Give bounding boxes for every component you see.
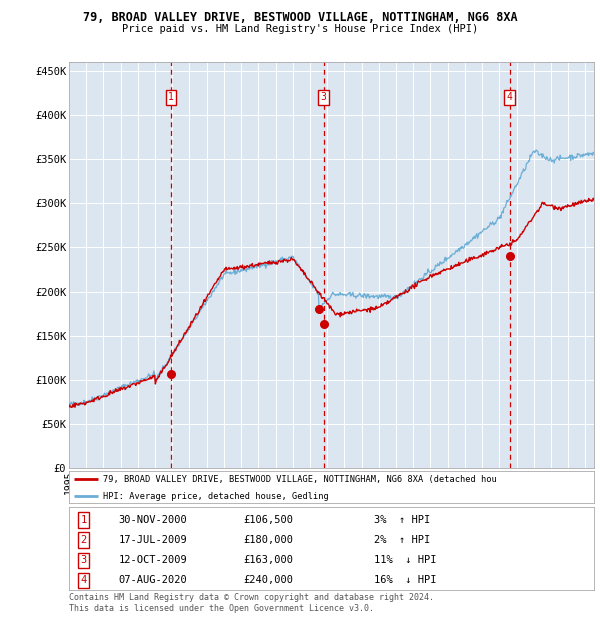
Text: 4: 4 <box>80 575 87 585</box>
Text: 2%  ↑ HPI: 2% ↑ HPI <box>373 535 430 545</box>
Text: 1: 1 <box>168 92 174 102</box>
Text: 16%  ↓ HPI: 16% ↓ HPI <box>373 575 436 585</box>
Text: Price paid vs. HM Land Registry's House Price Index (HPI): Price paid vs. HM Land Registry's House … <box>122 24 478 33</box>
Text: Contains HM Land Registry data © Crown copyright and database right 2024.: Contains HM Land Registry data © Crown c… <box>69 593 434 603</box>
Text: 4: 4 <box>507 92 512 102</box>
Text: 79, BROAD VALLEY DRIVE, BESTWOOD VILLAGE, NOTTINGHAM, NG6 8XA: 79, BROAD VALLEY DRIVE, BESTWOOD VILLAGE… <box>83 11 517 24</box>
Text: £163,000: £163,000 <box>244 555 293 565</box>
Text: 1: 1 <box>80 515 87 525</box>
Text: 30-NOV-2000: 30-NOV-2000 <box>119 515 187 525</box>
Text: 11%  ↓ HPI: 11% ↓ HPI <box>373 555 436 565</box>
Text: £240,000: £240,000 <box>244 575 293 585</box>
Text: 3%  ↑ HPI: 3% ↑ HPI <box>373 515 430 525</box>
Text: 17-JUL-2009: 17-JUL-2009 <box>119 535 187 545</box>
Text: HPI: Average price, detached house, Gedling: HPI: Average price, detached house, Gedl… <box>103 492 329 501</box>
Text: 07-AUG-2020: 07-AUG-2020 <box>119 575 187 585</box>
Text: 3: 3 <box>80 555 87 565</box>
Text: 2: 2 <box>80 535 87 545</box>
Text: 79, BROAD VALLEY DRIVE, BESTWOOD VILLAGE, NOTTINGHAM, NG6 8XA (detached hou: 79, BROAD VALLEY DRIVE, BESTWOOD VILLAGE… <box>103 475 497 484</box>
Text: This data is licensed under the Open Government Licence v3.0.: This data is licensed under the Open Gov… <box>69 604 374 613</box>
Text: £180,000: £180,000 <box>244 535 293 545</box>
Text: 3: 3 <box>320 92 326 102</box>
Text: £106,500: £106,500 <box>244 515 293 525</box>
Text: 12-OCT-2009: 12-OCT-2009 <box>119 555 187 565</box>
